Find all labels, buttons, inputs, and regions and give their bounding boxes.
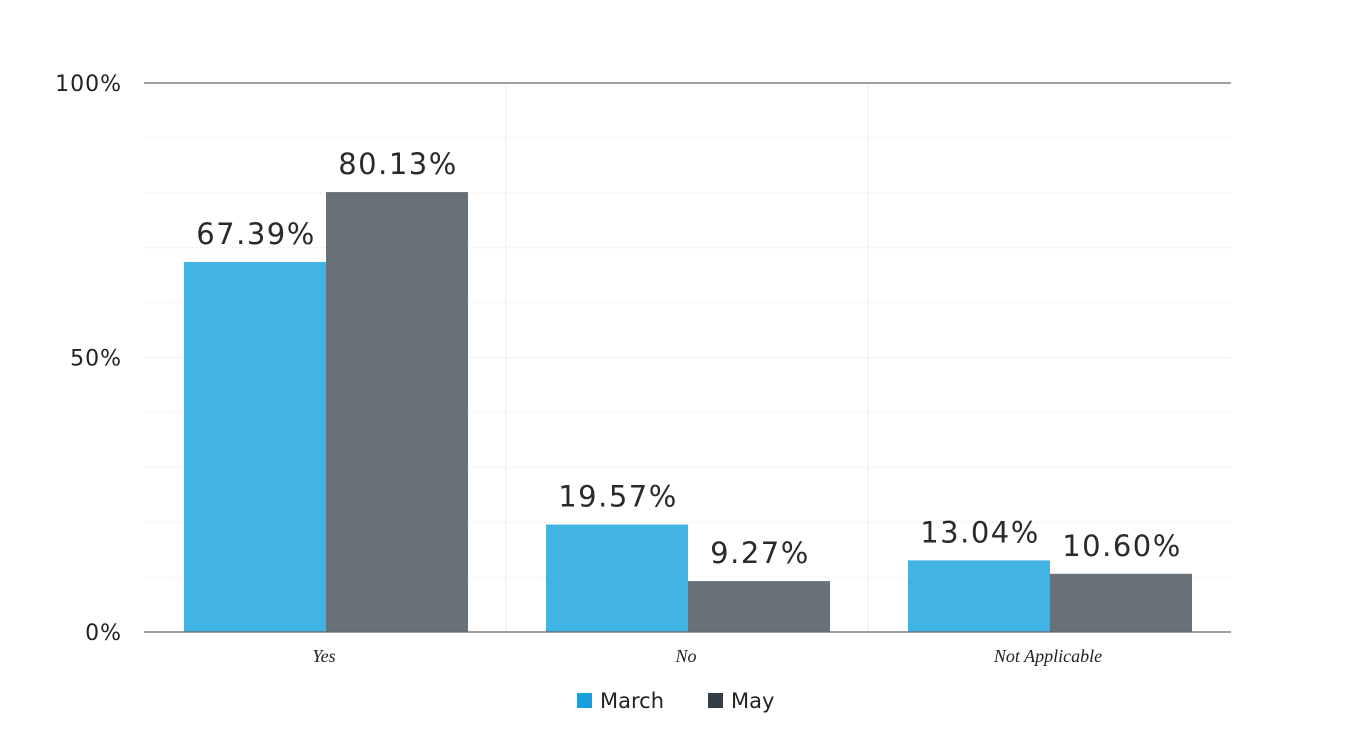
bar-may-1 xyxy=(688,581,830,632)
data-label: 13.04% xyxy=(920,515,1040,549)
y-tick-label: 50% xyxy=(70,347,122,372)
bar-may-0 xyxy=(326,192,468,632)
bar-may-2 xyxy=(1050,573,1192,632)
y-tick-label: 100% xyxy=(55,72,122,97)
bar-march-1 xyxy=(546,524,688,632)
legend-label: March xyxy=(600,689,664,713)
data-label: 9.27% xyxy=(710,536,810,570)
labels: 0% 50% 100% 67.39% 80.13% Yes 19.57% 9.27% No 13.… xyxy=(55,72,1182,666)
data-label: 80.13% xyxy=(338,147,458,181)
legend-swatch xyxy=(708,693,723,708)
bar-march-0 xyxy=(184,262,326,632)
bar-march-2 xyxy=(908,560,1050,632)
data-label: 10.60% xyxy=(1062,529,1182,563)
category-label: Not Applicable xyxy=(993,646,1102,666)
legend: March May xyxy=(577,689,774,713)
data-label: 19.57% xyxy=(558,480,678,514)
y-tick-label: 0% xyxy=(85,621,122,646)
category-label: Yes xyxy=(312,646,335,666)
bars xyxy=(184,192,1192,632)
axes xyxy=(144,82,1231,633)
data-label: 67.39% xyxy=(196,217,316,251)
legend-swatch xyxy=(577,693,592,708)
legend-label: May xyxy=(731,689,774,713)
category-label: No xyxy=(674,646,696,666)
